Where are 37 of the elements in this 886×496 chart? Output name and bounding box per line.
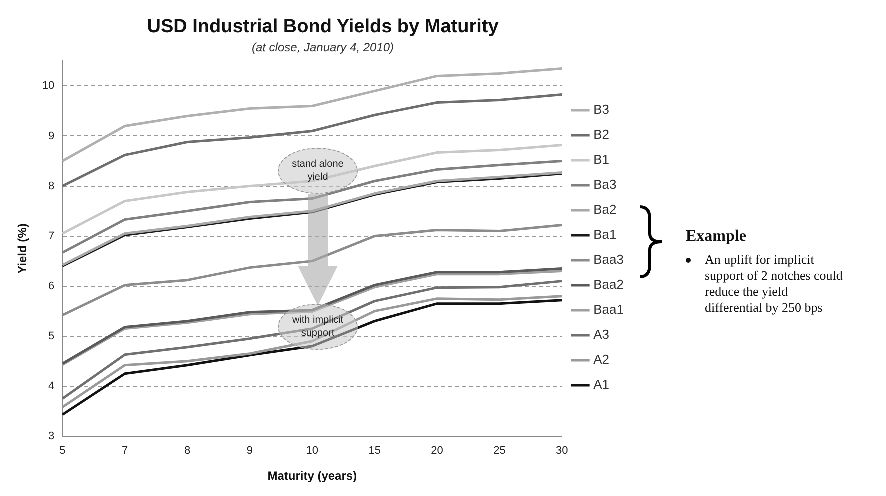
- legend-label: Baa3: [594, 252, 624, 268]
- x-tick-label: 20: [431, 445, 444, 458]
- y-tick-label: 8: [48, 180, 55, 192]
- legend-label: B2: [594, 127, 610, 142]
- y-axis-title: Yield (%): [16, 224, 30, 274]
- y-tick-label: 7: [48, 230, 55, 242]
- legend-label: B1: [594, 152, 610, 168]
- x-tick-label: 5: [60, 445, 66, 458]
- annotation: stand alone yield: [291, 158, 345, 184]
- legend-label: A1: [594, 377, 610, 392]
- y-tick-label: 4: [48, 380, 55, 392]
- x-tick-label: 25: [494, 445, 506, 458]
- y-tick-label: 10: [42, 80, 55, 92]
- legend-label: A2: [594, 352, 610, 368]
- legend-label: Baa2: [594, 277, 624, 292]
- y-tick-label: 3: [48, 430, 55, 442]
- x-tick-label: 30: [556, 445, 568, 458]
- x-tick-label: 15: [368, 445, 381, 458]
- x-tick-label: 10: [306, 445, 319, 458]
- chart-subtitle: (at close, January 4, 2010): [252, 40, 394, 54]
- x-axis-title: Maturity (years): [268, 469, 358, 484]
- legend-label: Ba2: [594, 202, 617, 218]
- y-tick-label: 5: [48, 330, 55, 342]
- legend-label: Ba3: [594, 177, 617, 192]
- chart-title: USD Industrial Bond Yields by Maturity: [147, 16, 500, 38]
- legend-label: B3: [594, 102, 610, 118]
- y-tick-label: 6: [48, 280, 55, 292]
- text: An uplift for implicit support of 2 notches could reduce the yield differential by 250 bps: [705, 252, 844, 316]
- y-tick-label: 9: [48, 130, 55, 142]
- legend-label: A3: [594, 327, 610, 342]
- annotation: with implicit support: [291, 314, 345, 340]
- legend-label: Baa1: [594, 302, 624, 318]
- x-tick-label: 8: [184, 445, 191, 458]
- text: Example: [686, 228, 748, 246]
- legend-label: Ba1: [594, 227, 617, 242]
- x-tick-label: 9: [246, 445, 254, 458]
- x-tick-label: 7: [122, 445, 128, 458]
